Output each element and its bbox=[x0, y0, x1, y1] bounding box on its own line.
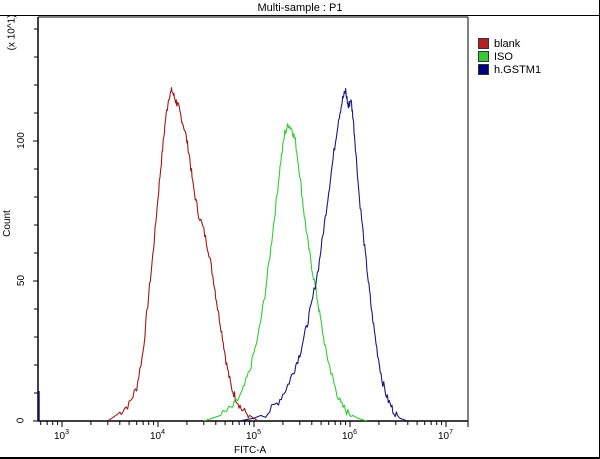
x-tick-label: 103 bbox=[54, 429, 70, 442]
legend: blank ISO h.GSTM1 bbox=[478, 37, 541, 76]
legend-item-h-gstm1: h.GSTM1 bbox=[478, 63, 541, 76]
legend-item-blank: blank bbox=[478, 37, 541, 50]
legend-label-blank: blank bbox=[494, 37, 521, 50]
legend-item-iso: ISO bbox=[478, 50, 541, 63]
legend-swatch-blank bbox=[478, 38, 489, 49]
x-tick-label: 106 bbox=[342, 429, 358, 442]
legend-label-iso: ISO bbox=[494, 50, 513, 63]
chart-title: Multi-sample : P1 bbox=[257, 2, 343, 14]
x-tick-label: 107 bbox=[438, 429, 454, 442]
axes bbox=[33, 16, 469, 427]
x-axis-label: FITC-A bbox=[234, 445, 267, 456]
legend-swatch-h-gstm1 bbox=[478, 64, 489, 75]
curve-blank bbox=[107, 87, 259, 422]
x-tick-label: 105 bbox=[246, 429, 262, 442]
title-divider bbox=[0, 15, 600, 16]
legend-label-h-gstm1: h.GSTM1 bbox=[494, 63, 542, 76]
histogram-curves bbox=[107, 87, 408, 422]
legend-swatch-iso bbox=[478, 51, 489, 62]
curve-iso bbox=[203, 123, 368, 422]
x-tick-label: 104 bbox=[150, 429, 166, 442]
curve-h-gstm1 bbox=[238, 88, 408, 422]
